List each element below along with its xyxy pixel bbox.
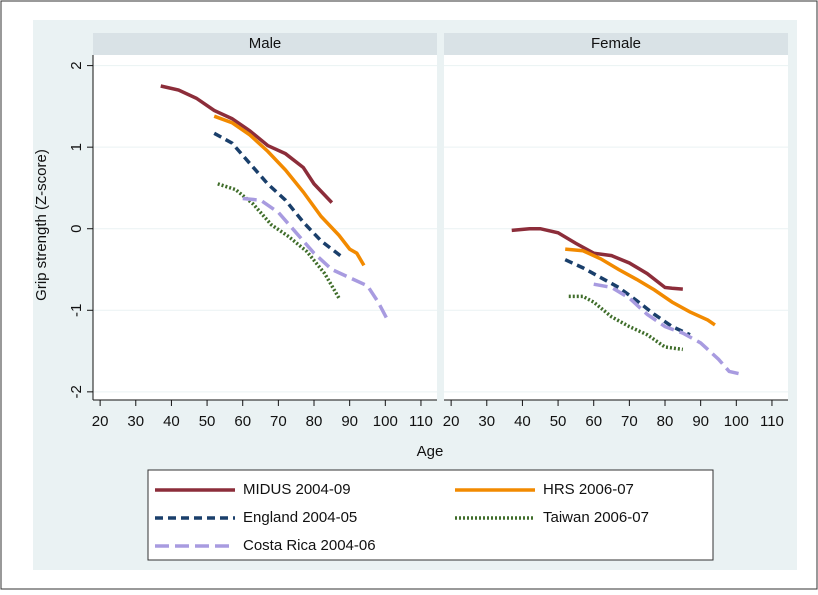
x-axis-label: Age <box>417 443 444 460</box>
x-tick-label: 70 <box>621 413 638 430</box>
x-tick-label: 40 <box>163 413 180 430</box>
legend-label: HRS 2006-07 <box>543 481 634 498</box>
plot-area <box>93 55 437 400</box>
y-tick-label: -1 <box>68 304 85 317</box>
series-line <box>213 131 344 259</box>
series-line <box>565 247 716 327</box>
series-line <box>511 226 683 291</box>
series-line <box>217 182 341 299</box>
x-tick-label: 110 <box>760 413 784 430</box>
y-tick-label: 1 <box>68 143 85 151</box>
y-tick-label: -2 <box>68 385 85 398</box>
series-line <box>564 258 691 337</box>
series-line <box>242 196 391 324</box>
series-line <box>568 294 684 352</box>
x-tick-label: 30 <box>478 413 495 430</box>
x-tick-label: 60 <box>234 413 251 430</box>
x-tick-label: 90 <box>341 413 358 430</box>
x-tick-label: 90 <box>692 413 709 430</box>
x-tick-label: 80 <box>657 413 674 430</box>
series-line <box>593 282 741 376</box>
legend-label: Taiwan 2006-07 <box>543 509 649 526</box>
y-tick-label: 2 <box>68 61 85 69</box>
series-line <box>160 84 334 204</box>
x-tick-label: 50 <box>550 413 567 430</box>
x-tick-label: 20 <box>92 413 109 430</box>
x-tick-label: 80 <box>306 413 323 430</box>
legend-label: Costa Rica 2004-06 <box>243 537 376 554</box>
panel-header <box>93 33 437 55</box>
plot-area <box>444 55 788 400</box>
x-tick-label: 110 <box>409 413 433 430</box>
x-tick-label: 50 <box>199 413 216 430</box>
legend-label: England 2004-05 <box>243 509 357 526</box>
y-axis-label: Grip strength (Z-score) <box>33 149 50 301</box>
panel-title: Male <box>249 35 282 52</box>
x-tick-label: 20 <box>443 413 460 430</box>
y-tick-label: 0 <box>68 225 85 233</box>
x-tick-label: 100 <box>373 413 398 430</box>
x-tick-label: 30 <box>127 413 144 430</box>
x-tick-label: 40 <box>514 413 531 430</box>
x-tick-label: 70 <box>270 413 287 430</box>
x-tick-label: 60 <box>585 413 602 430</box>
legend <box>147 469 714 561</box>
legend-label: MIDUS 2004-09 <box>243 481 351 498</box>
x-tick-label: 100 <box>724 413 749 430</box>
panel-header <box>444 33 788 55</box>
series-line <box>213 114 366 267</box>
panel-title: Female <box>591 35 641 52</box>
